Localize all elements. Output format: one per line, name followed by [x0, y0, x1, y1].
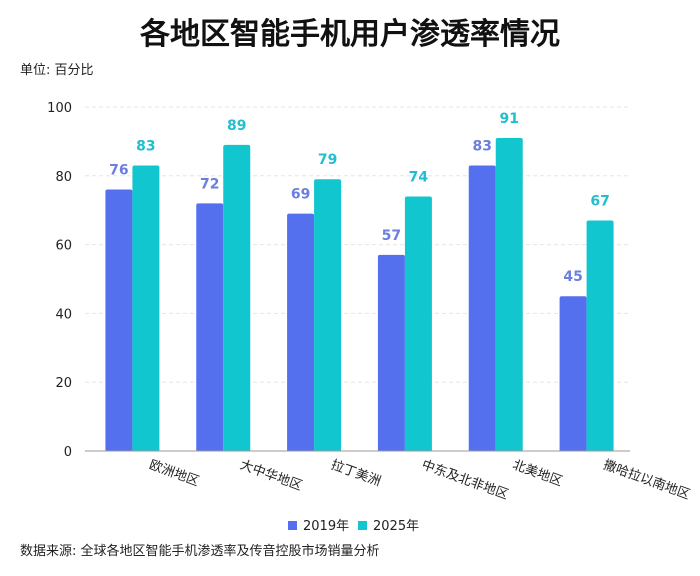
x-category-label: 拉丁美洲	[329, 458, 383, 490]
y-tick-label: 80	[55, 170, 72, 185]
bar-series1	[377, 254, 405, 451]
y-tick-label: 20	[55, 376, 72, 391]
data-label: 83	[136, 138, 155, 154]
x-category-label: 欧洲地区	[147, 458, 201, 490]
legend-swatch	[288, 521, 297, 530]
x-category-label: 撒哈拉以南地区	[601, 457, 692, 503]
x-category-label: 大中华地区	[238, 458, 304, 494]
y-axis-ticks: 0 20 40 60 80 100	[47, 101, 72, 460]
data-label: 91	[500, 111, 519, 127]
grid	[85, 106, 630, 383]
x-category-label: 北美地区	[510, 458, 564, 490]
data-label: 69	[291, 187, 310, 203]
legend: 2019年 2025年	[288, 519, 419, 534]
unit-label: 单位: 百分比	[20, 63, 94, 78]
source-note: 数据来源: 全球各地区智能手机渗透率及传音控股市场销量分析	[20, 543, 380, 559]
data-label: 72	[200, 176, 219, 192]
bar-series1	[287, 213, 315, 451]
y-tick-label: 60	[55, 239, 72, 254]
bar-series2	[495, 137, 523, 451]
bar-series2	[586, 220, 614, 451]
data-label: 79	[318, 152, 337, 168]
data-label: 74	[409, 169, 429, 185]
chart-title: 各地区智能手机用户渗透率情况	[139, 17, 560, 52]
x-axis-categories: 欧洲地区 大中华地区 拉丁美洲 中东及北非地区 北美地区 撒哈拉以南地区	[147, 457, 692, 503]
bar-series1	[468, 165, 496, 452]
bar-series1	[105, 189, 133, 451]
y-tick-label: 100	[47, 101, 72, 116]
bar-series2	[132, 165, 160, 452]
legend-label: 2019年	[303, 519, 349, 534]
bar-series2	[314, 179, 342, 452]
legend-label: 2025年	[373, 519, 419, 534]
y-tick-label: 40	[55, 307, 72, 322]
data-label: 67	[590, 194, 609, 210]
bar-series1	[559, 296, 587, 451]
data-label: 57	[382, 228, 401, 244]
bar-series2	[404, 196, 432, 451]
y-tick-label: 0	[64, 445, 72, 460]
bars	[105, 137, 614, 452]
data-labels: 76 83 72 89 69 79 57 74 83 91 45 67	[109, 111, 610, 285]
bar-series1	[196, 203, 224, 451]
data-label: 83	[473, 138, 492, 154]
data-label: 76	[109, 163, 128, 179]
legend-swatch	[358, 521, 367, 530]
bar-series2	[223, 144, 251, 451]
x-category-label: 中东及北非地区	[420, 458, 511, 503]
data-label: 45	[563, 269, 582, 285]
data-label: 89	[227, 118, 246, 134]
